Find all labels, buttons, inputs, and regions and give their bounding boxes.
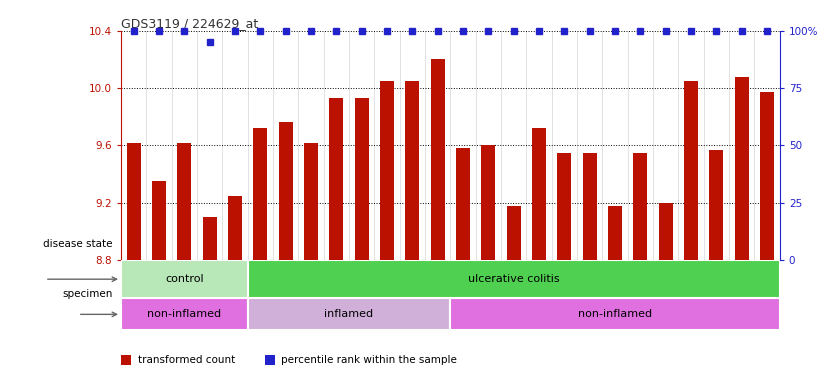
Bar [507,205,520,260]
Text: specimen: specimen [63,289,113,299]
Bar [456,148,470,260]
Bar [254,128,267,260]
Text: GDS3119 / 224629_at: GDS3119 / 224629_at [121,17,259,30]
Bar [248,260,780,298]
Bar [430,60,445,260]
Bar [354,98,369,260]
Bar [228,195,242,260]
Bar [248,298,450,330]
Bar [127,142,141,260]
Bar [608,205,622,260]
Text: disease state: disease state [43,239,113,249]
Bar [684,81,698,260]
Bar [659,203,673,260]
Bar [557,152,571,260]
Bar [710,150,723,260]
Bar [634,152,647,260]
Bar [450,298,780,330]
Bar [405,81,420,260]
Text: transformed count: transformed count [138,355,235,365]
Text: inflamed: inflamed [324,310,374,319]
Bar [583,152,596,260]
Bar [121,298,248,330]
Bar [178,142,191,260]
Bar [760,93,774,260]
Bar [304,142,318,260]
Bar [481,146,495,260]
Text: non-inflamed: non-inflamed [578,310,652,319]
Bar [152,181,166,260]
Bar [329,98,344,260]
Bar [380,81,394,260]
Bar [532,128,546,260]
Text: non-inflamed: non-inflamed [148,310,221,319]
Bar [121,260,248,298]
Text: control: control [165,274,203,284]
Bar [203,217,217,260]
Bar [735,76,749,260]
Text: percentile rank within the sample: percentile rank within the sample [282,355,457,365]
Text: ulcerative colitis: ulcerative colitis [468,274,560,284]
Bar [279,122,293,260]
